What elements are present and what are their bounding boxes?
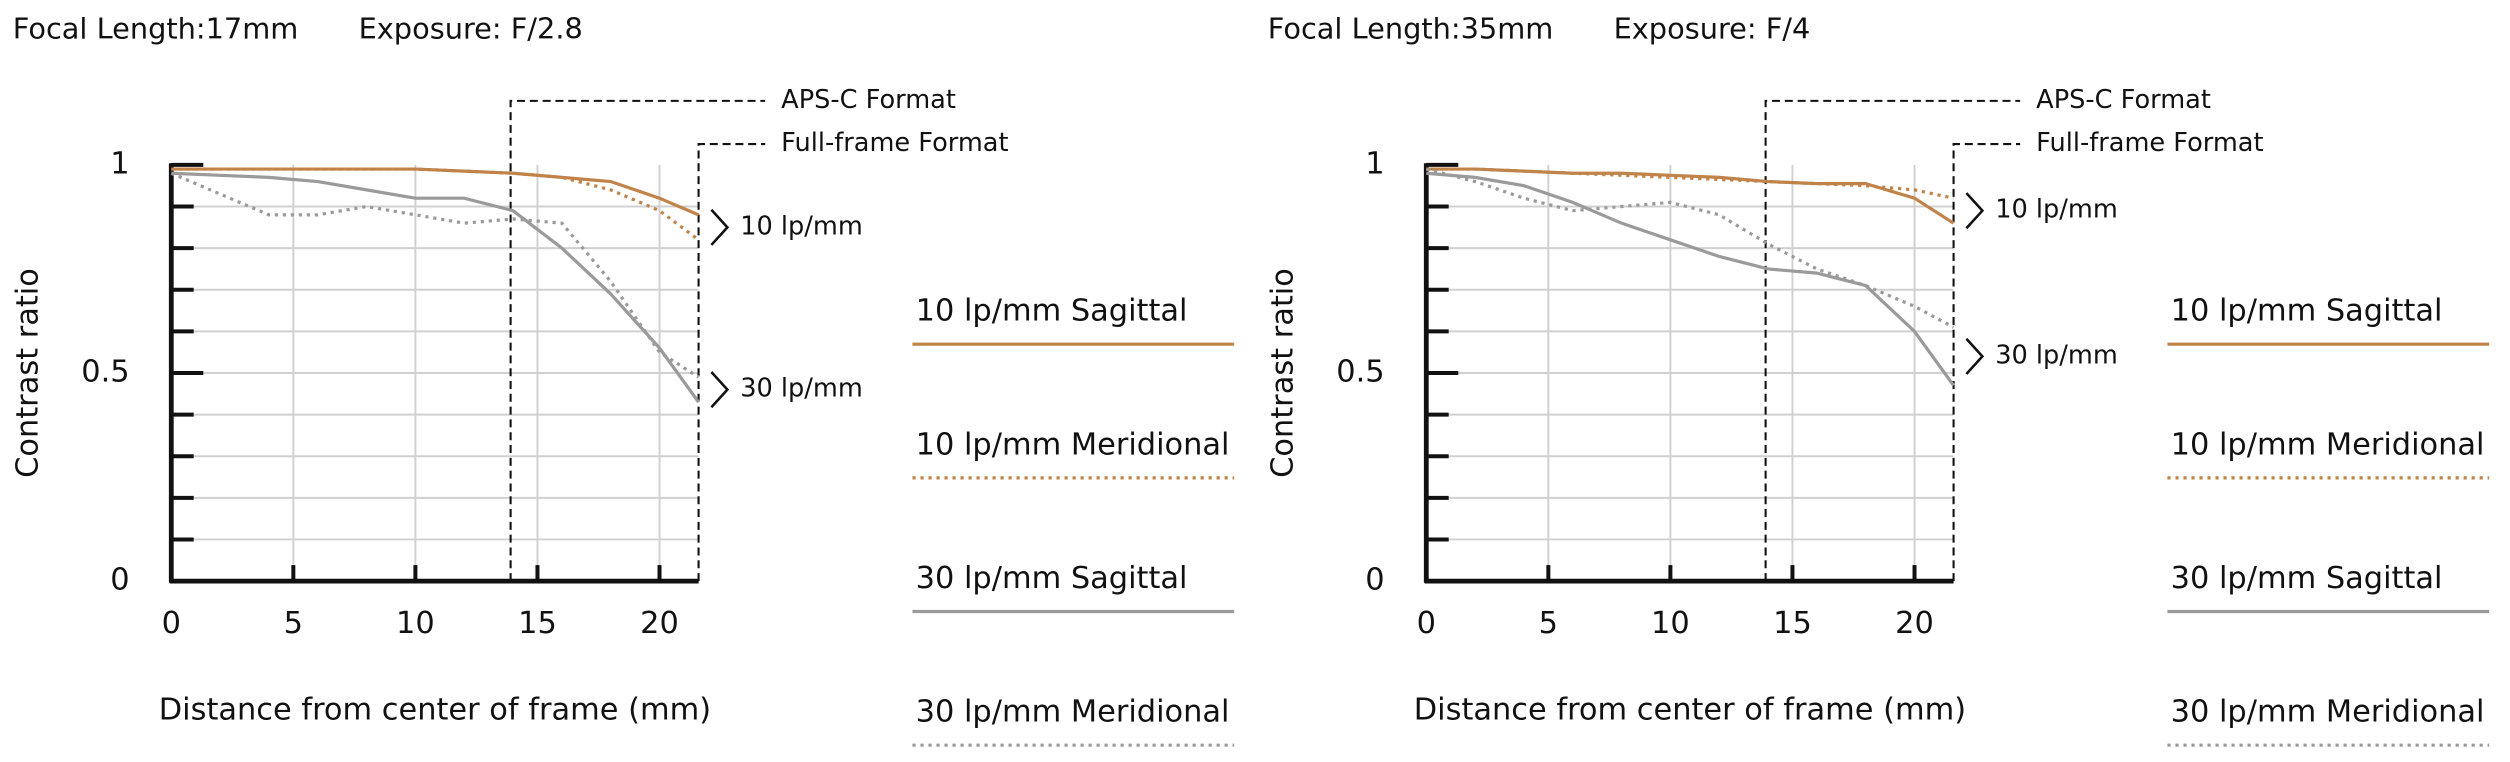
legend-label: 10 lp/mm Sagittal bbox=[916, 294, 1188, 329]
legend-label: 30 lp/mm Sagittal bbox=[916, 561, 1188, 596]
y-axis-label: Contrast ratio bbox=[10, 268, 45, 478]
title: Focal Length:17mm bbox=[13, 11, 299, 45]
series-line bbox=[171, 167, 700, 242]
subtitle: Exposure: F/4 bbox=[1614, 11, 1811, 45]
x-tick-label: 15 bbox=[518, 606, 557, 641]
annotation-line bbox=[697, 143, 766, 582]
annotation-line bbox=[509, 99, 766, 582]
annotation-line bbox=[1764, 99, 2021, 582]
x-tick-label: 20 bbox=[1895, 606, 1934, 641]
curve-bracket bbox=[1965, 192, 1985, 230]
series-line bbox=[1426, 171, 1955, 387]
legend-label: 30 lp/mm Meridional bbox=[2171, 695, 2485, 730]
series-line bbox=[1425, 167, 1955, 329]
y-tick-label: 1 bbox=[1365, 146, 1384, 181]
x-tick-label: 0 bbox=[162, 606, 181, 641]
legend-label: 10 lp/mm Sagittal bbox=[2171, 294, 2443, 329]
annotation-label: Full-frame Format bbox=[2036, 128, 2263, 158]
curve-label: 10 lp/mm bbox=[1995, 195, 2118, 225]
annotation-label: APS-C Format bbox=[781, 85, 956, 115]
y-tick-label: 0 bbox=[110, 563, 129, 598]
series-line bbox=[171, 171, 700, 404]
curve-label: 30 lp/mm bbox=[1995, 340, 2118, 370]
subtitle: Exposure: F/2.8 bbox=[359, 11, 583, 45]
x-tick-label: 20 bbox=[640, 606, 679, 641]
y-tick-label: 1 bbox=[110, 146, 129, 181]
series-line bbox=[1426, 167, 1955, 225]
legend-label: 10 lp/mm Meridional bbox=[2171, 427, 2485, 462]
curve-bracket bbox=[710, 208, 730, 246]
legend-label: 30 lp/mm Meridional bbox=[916, 695, 1230, 730]
legend-label: 10 lp/mm Meridional bbox=[916, 427, 1230, 462]
x-axis-label: Distance from center of frame (mm) bbox=[1414, 692, 1966, 727]
annotation-label: Full-frame Format bbox=[781, 128, 1008, 158]
curve-label: 30 lp/mm bbox=[740, 374, 863, 404]
series-line bbox=[170, 171, 700, 379]
legend-label: 30 lp/mm Sagittal bbox=[2171, 561, 2443, 596]
x-tick-label: 15 bbox=[1773, 606, 1812, 641]
annotation-label: APS-C Format bbox=[2036, 85, 2211, 115]
y-tick-label: 0.5 bbox=[81, 354, 129, 389]
annotation-line bbox=[1952, 143, 2021, 582]
title: Focal Length:35mm bbox=[1268, 11, 1554, 45]
x-tick-label: 5 bbox=[284, 606, 303, 641]
curve-bracket bbox=[710, 371, 730, 409]
y-tick-label: 0 bbox=[1365, 563, 1384, 598]
y-axis-label: Contrast ratio bbox=[1265, 268, 1300, 478]
curve-bracket bbox=[1965, 337, 1985, 375]
x-axis-label: Distance from center of frame (mm) bbox=[159, 692, 711, 727]
y-tick-label: 0.5 bbox=[1336, 354, 1384, 389]
series-line bbox=[1426, 167, 1954, 200]
x-tick-label: 10 bbox=[396, 606, 435, 641]
x-tick-label: 0 bbox=[1417, 606, 1436, 641]
x-tick-label: 10 bbox=[1651, 606, 1690, 641]
x-tick-label: 5 bbox=[1539, 606, 1558, 641]
curve-label: 10 lp/mm bbox=[740, 211, 863, 241]
